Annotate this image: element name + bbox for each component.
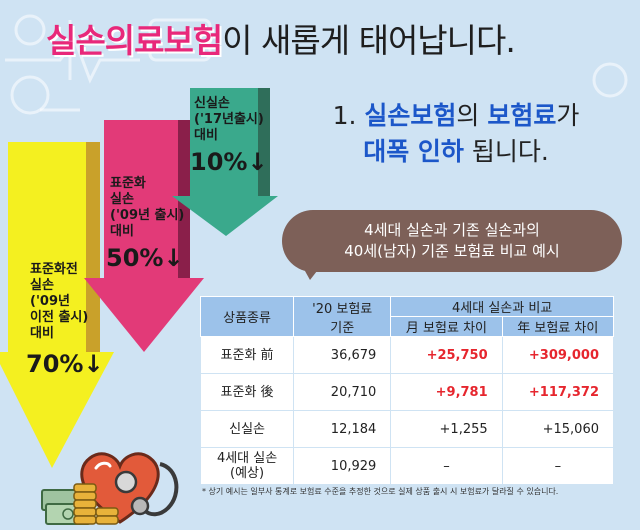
arrow-yellow-label-line: ('09년 (30, 294, 70, 309)
arrow-green-label-line: 대비 (194, 128, 218, 143)
subtitle-keyword-silson: 실손보험 (364, 101, 457, 130)
subtitle-text-line2: 됩니다. (463, 137, 549, 166)
arrow-yellow-label-line: 이전 출시) (30, 310, 89, 325)
arrow-yellow-label: 표준화전 실손 ('09년 이전 출시) 대비 (30, 262, 88, 342)
arrow-yellow-percent: 70%↓ (26, 350, 104, 378)
arrow-green-label: 신실손 ('17년출시) 대비 (194, 96, 264, 144)
arrow-pink-body (84, 120, 204, 352)
header-premium-20: '20 보험료 기준 (293, 296, 392, 337)
arrow-yellow-label-line: 실손 (30, 278, 54, 293)
row-premium: 36,679 (293, 336, 392, 374)
subtitle-line2: 대폭 인하 됩니다. (286, 134, 626, 170)
header-product: 상품종류 (199, 296, 295, 337)
row-premium: 12,184 (293, 410, 392, 448)
subtitle-keyword-cut: 대폭 인하 (363, 137, 464, 166)
header-compare: 4세대 실손과 비교 (390, 296, 614, 317)
table-row: 표준화 後 20,710 +9,781 +117,372 (199, 373, 615, 411)
arrow-green-body (172, 88, 278, 236)
row-product: 표준화 前 (199, 336, 295, 374)
stethoscope-icon (114, 462, 179, 517)
premium-comparison-table: 상품종류 '20 보험료 기준 4세대 실손과 비교 月 보험료 차이 年 보험… (199, 296, 615, 485)
coin-stack-icon (73, 483, 119, 525)
row-premium: 20,710 (293, 373, 392, 411)
title-rest: 이 새롭게 태어납니다. (222, 21, 516, 60)
arrow-pink-label-line: 대비 (110, 224, 134, 239)
row-product: 4세대 실손 (예상) (199, 447, 295, 485)
bubble-line1: 4세대 실손과 기존 실손과의 (364, 221, 540, 239)
heart-money-illustration (41, 452, 179, 525)
arrow-pink-label-line: 실손 (110, 192, 134, 207)
title-highlight: 실손의료보험 (46, 21, 223, 60)
row-yearly: +15,060 (501, 410, 615, 448)
row-monthly: +25,750 (390, 336, 503, 374)
arrow-yellow-body (0, 142, 114, 468)
comparison-bubble: 4세대 실손과 기존 실손과의 40세(남자) 기준 보험료 비교 예시 (282, 210, 622, 272)
row-yearly: – (501, 447, 615, 485)
row-monthly: – (390, 447, 503, 485)
arrow-pink-label: 표준화 실손 ('09년 출시) 대비 (110, 176, 184, 240)
subtitle: 1. 실손보험의 보험료가 대폭 인하 됩니다. (286, 98, 626, 170)
arrow-pink-label-line: 표준화 (110, 176, 146, 191)
row-product: 표준화 後 (199, 373, 295, 411)
arrow-pink-percent: 50%↓ (106, 244, 184, 272)
row-yearly: +309,000 (501, 336, 615, 374)
header-yearly: 年 보험료 차이 (501, 316, 615, 337)
arrow-green-label-line: ('17년출시) (194, 112, 264, 127)
row-product-line: 4세대 실손 (216, 451, 278, 466)
arrow-green-label-line: 신실손 (194, 96, 230, 111)
table-row: 표준화 前 36,679 +25,750 +309,000 (199, 336, 615, 374)
subtitle-number: 1. (332, 101, 365, 130)
subtitle-line1: 1. 실손보험의 보험료가 (286, 98, 626, 134)
row-yearly: +117,372 (501, 373, 615, 411)
header-premium-20-line: '20 보험료 (312, 301, 373, 317)
arrow-green-percent: 10%↓ (190, 148, 268, 176)
footnote: * 상기 예시는 일부사 통계로 보험료 수준을 추정한 것으로 실제 상품 출… (202, 487, 559, 496)
arrow-yellow-label-line: 표준화전 (30, 262, 78, 277)
subtitle-text-end: 가 (556, 101, 580, 130)
table-row: 신실손 12,184 +1,255 +15,060 (199, 410, 615, 448)
arrow-yellow (86, 142, 100, 352)
row-product-sub: (예상) (230, 466, 265, 481)
table-row: 4세대 실손 (예상) 10,929 – – (199, 447, 615, 485)
arrow-green-side (258, 88, 270, 196)
header-monthly: 月 보험료 차이 (390, 316, 503, 337)
bubble-line2: 40세(남자) 기준 보험료 비교 예시 (344, 242, 560, 260)
row-premium: 10,929 (293, 447, 392, 485)
row-monthly: +9,781 (390, 373, 503, 411)
subtitle-keyword-premium: 보험료 (487, 101, 557, 130)
arrow-pink-label-line: ('09년 출시) (110, 208, 185, 223)
subtitle-text: 의 (456, 101, 488, 130)
header-premium-20-sub: 기준 (330, 320, 355, 336)
page-title: 실손의료보험이 새롭게 태어납니다. (46, 14, 626, 62)
row-monthly: +1,255 (390, 410, 503, 448)
row-product: 신실손 (199, 410, 295, 448)
arrow-yellow-label-line: 대비 (30, 326, 54, 341)
